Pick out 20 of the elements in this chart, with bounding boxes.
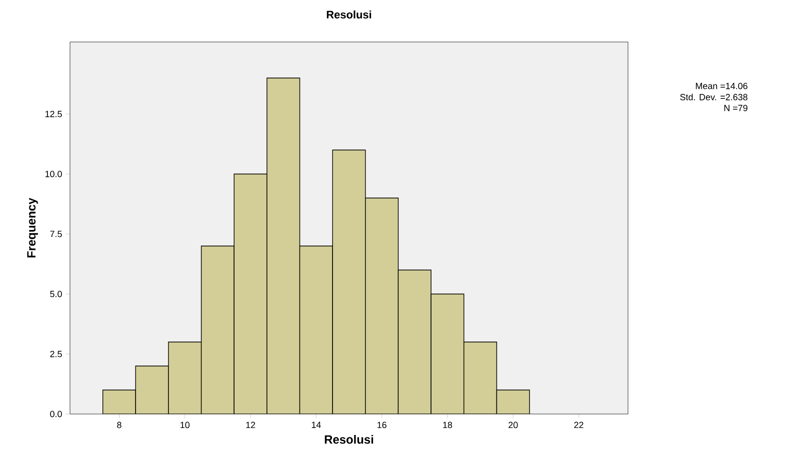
x-axis-title: Resolusi <box>324 434 374 444</box>
y-tick-label: 5.0 <box>50 290 62 298</box>
x-tick-label: 10 <box>180 422 190 428</box>
text: Std. Dev. =2.638 <box>680 94 748 100</box>
y-tick-label: 10.0 <box>45 170 62 178</box>
x-tick-label: 8 <box>117 422 122 428</box>
y-tick-label: 7.5 <box>50 230 62 238</box>
x-tick-label: 20 <box>508 422 518 428</box>
y-axis-title: Frequency <box>27 198 38 258</box>
x-tick-label: 12 <box>246 422 256 428</box>
text: N =79 <box>724 104 748 112</box>
text: Mean =14.06 <box>696 82 748 90</box>
y-tick-label: 0.0 <box>50 410 62 418</box>
x-tick-label: 18 <box>443 422 452 428</box>
chart-title: Resolusi <box>326 10 372 18</box>
x-tick-label: 16 <box>378 422 386 428</box>
y-tick-label: 12.5 <box>45 110 62 118</box>
x-tick-label: 14 <box>312 422 321 428</box>
y-tick-label: 2.5 <box>50 350 62 358</box>
x-tick-label: 22 <box>574 422 584 428</box>
